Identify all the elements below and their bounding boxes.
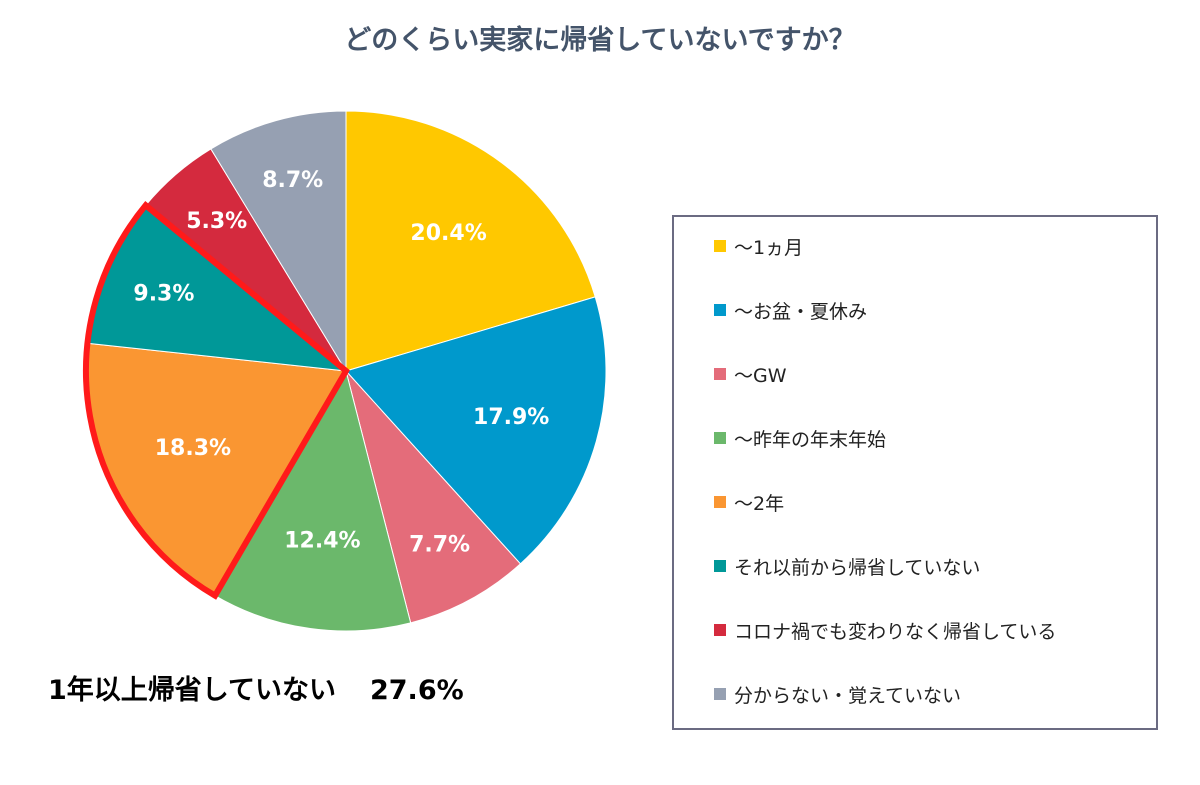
slice-label-5: 18.3% <box>155 436 231 461</box>
legend-item-5: ～2年 <box>714 487 784 517</box>
legend-item-7: コロナ禍でも変わりなく帰省している <box>714 615 1056 645</box>
callout-value: 27.6% <box>369 675 464 706</box>
pie-slice-8 <box>210 110 347 373</box>
slice-label-3: 7.7% <box>409 533 470 558</box>
legend-label: ～GW <box>734 364 787 387</box>
pie-slice-4 <box>214 369 412 632</box>
legend-item-6: それ以前から帰省していない <box>714 551 980 581</box>
legend: ～1ヵ月 ～お盆・夏休み ～GW ～昨年の年末年始 ～2年それ以前から帰省していないコロ… <box>672 215 1158 730</box>
legend-label: ～昨年の年末年始 <box>734 428 887 451</box>
pie-slice-3 <box>345 370 522 624</box>
legend-item-3: ～GW <box>714 359 787 389</box>
callout: 1年以上帰省していない 27.6% <box>48 668 464 707</box>
legend-label: それ以前から帰省していない <box>734 556 981 579</box>
legend-swatch <box>714 368 726 380</box>
slice-label-1: 20.4% <box>410 221 486 246</box>
pie-slice-2 <box>345 296 607 565</box>
callout-text: 1年以上帰省していない <box>48 675 336 706</box>
legend-item-8: 分からない・覚えていない <box>714 679 961 709</box>
legend-swatch <box>714 560 726 572</box>
legend-item-1: ～1ヵ月 <box>714 231 803 261</box>
slice-label-4: 12.4% <box>284 529 360 554</box>
slice-label-6: 9.3% <box>133 282 194 307</box>
legend-swatch <box>714 432 726 444</box>
legend-swatch <box>714 240 726 252</box>
highlight-outline <box>83 201 350 600</box>
legend-label: ～1ヵ月 <box>734 236 804 259</box>
slice-label-2: 17.9% <box>473 405 549 430</box>
legend-label: 分からない・覚えていない <box>734 684 962 707</box>
slice-label-8: 8.7% <box>262 168 323 193</box>
legend-label: ～2年 <box>734 492 785 515</box>
chart-title: どのくらい実家に帰省していないですか？ <box>344 25 856 56</box>
pie-slice-1 <box>345 110 596 372</box>
legend-item-4: ～昨年の年末年始 <box>714 423 886 453</box>
legend-swatch <box>714 624 726 636</box>
legend-swatch <box>714 688 726 700</box>
legend-label: ～お盆・夏休み <box>734 300 868 323</box>
legend-swatch <box>714 496 726 508</box>
slice-label-7: 5.3% <box>186 209 247 234</box>
legend-label: コロナ禍でも変わりなく帰省している <box>734 620 1057 643</box>
legend-item-2: ～お盆・夏休み <box>714 295 867 325</box>
legend-swatch <box>714 304 726 316</box>
